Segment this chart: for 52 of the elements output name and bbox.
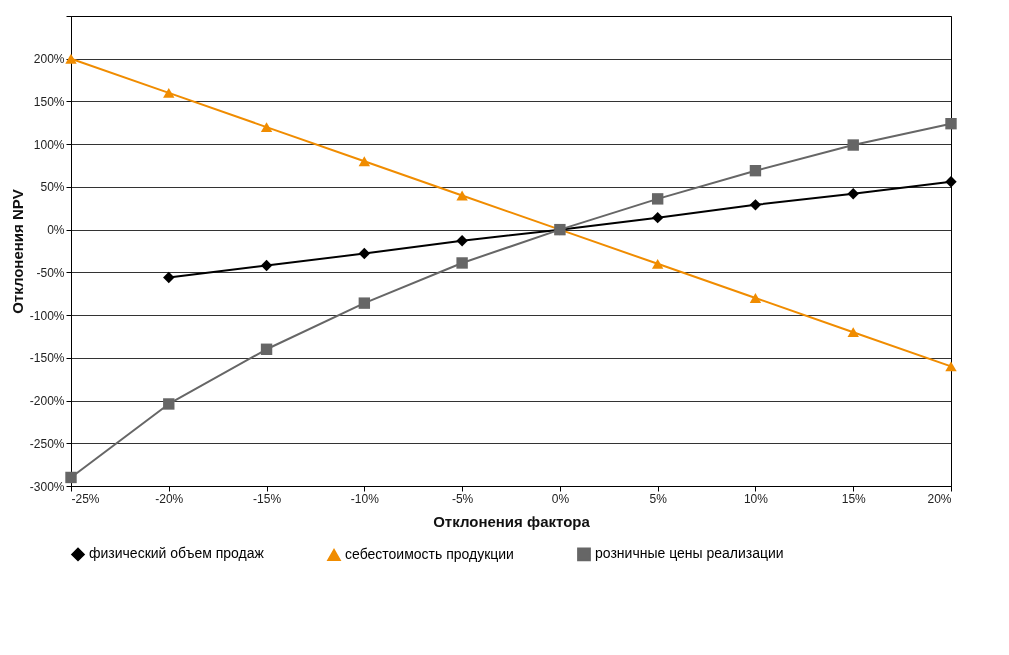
x-tick-label: 0%	[551, 491, 570, 506]
point	[749, 293, 762, 303]
x-axis-title: Отклонения фактора	[433, 512, 591, 530]
y-tick-label: -250%	[29, 436, 65, 451]
legend-label: физический объем продаж	[89, 545, 265, 562]
point	[945, 117, 957, 130]
point	[260, 122, 273, 133]
x-tick-label: -20%	[155, 491, 184, 506]
point	[456, 190, 468, 201]
legend-label: розничные цены реализации	[595, 545, 784, 562]
y-tick-label: -200%	[29, 394, 65, 409]
x-tick-label: 5%	[649, 491, 668, 506]
point	[260, 259, 273, 272]
y-axis-title: Отклонения NPV	[8, 189, 26, 314]
point	[651, 258, 664, 269]
point	[847, 139, 859, 151]
point	[358, 247, 371, 260]
point	[358, 156, 371, 167]
point	[945, 176, 957, 188]
x-tick-label: 10%	[743, 491, 769, 506]
point	[651, 193, 664, 205]
x-tick-label: 20%	[927, 491, 952, 506]
point	[847, 188, 859, 200]
point	[163, 271, 175, 284]
point	[749, 164, 762, 177]
y-tick-label: 0%	[47, 223, 65, 238]
y-tick-label: 150%	[33, 94, 65, 109]
x-tick-label: -10%	[350, 491, 380, 506]
y-tick-label: -150%	[29, 351, 65, 366]
point	[847, 327, 859, 338]
point	[65, 471, 77, 484]
x-tick-label: -15%	[253, 491, 282, 506]
point	[456, 257, 468, 269]
point	[651, 211, 664, 224]
y-tick-label: -50%	[36, 265, 65, 280]
point	[456, 235, 468, 247]
y-tick-label: 200%	[33, 52, 65, 67]
x-tick-label: -5%	[451, 491, 474, 506]
y-tick-label: 50%	[40, 180, 65, 195]
point	[163, 398, 175, 410]
point	[163, 87, 175, 98]
point	[358, 297, 371, 309]
y-tick-label: -300%	[29, 479, 65, 494]
point	[945, 361, 957, 372]
point	[749, 199, 762, 211]
point	[260, 343, 273, 355]
y-tick-label: 100%	[33, 137, 65, 152]
y-tick-label: -100%	[29, 308, 65, 323]
x-tick-label: -25%	[71, 491, 100, 506]
legend-label: себестоимость продукции	[345, 545, 514, 562]
point	[65, 53, 77, 64]
x-tick-label: 15%	[841, 491, 867, 506]
